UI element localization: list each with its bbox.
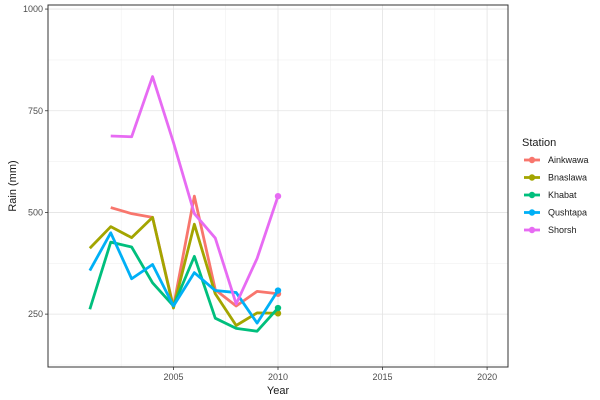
legend-key-dot [528,174,536,181]
series-line-qushtapa [88,231,280,325]
legend-label: Bnaslawa [548,173,587,183]
x-axis: 2005 2010 2015 2020 [163,367,497,382]
x-tick-label: 2015 [373,372,393,382]
series-line-ainkwawa [110,194,279,309]
legend-key-dot [528,191,536,199]
legend-item-qushtapa: Qushtapa [524,208,587,218]
legend-label: Khabat [548,190,577,200]
legend-label: Shorsh [548,225,577,235]
legend-item-ainkwawa: Ainkwawa [524,155,589,165]
y-tick-label: 1000 [23,4,43,14]
y-axis-title: Rain (mm) [7,160,19,211]
y-axis: 250 500 750 1000 [23,4,48,319]
series-endpoint-qushtapa [274,287,282,294]
x-tick-label: 2020 [477,372,497,382]
legend-key-dot [528,156,536,164]
series-line-khabat [88,240,280,333]
legend-label: Ainkwawa [548,155,589,165]
series-endpoint-khabat [274,304,282,312]
y-tick-label: 250 [28,309,43,319]
x-tick-label: 2005 [163,372,183,382]
legend-key-dot [528,209,536,216]
legend-key-dot [528,226,536,234]
y-tick-label: 750 [28,106,43,116]
x-axis-title: Year [267,385,290,397]
legend-title: Station [522,137,556,149]
series-endpoint-shorsh [274,192,282,200]
x-tick-label: 2010 [268,372,288,382]
series-line-bnaslawa [88,215,279,327]
series-qushtapa [88,231,282,325]
series-khabat [88,240,282,333]
legend-item-shorsh: Shorsh [524,225,577,235]
legend: Station Ainkwawa Bnaslawa Khabat Qushtapa Sh… [522,137,589,235]
series-shorsh [110,75,282,306]
legend-item-khabat: Khabat [524,190,577,200]
series-line-shorsh [110,75,280,306]
y-tick-label: 500 [28,207,43,217]
legend-item-bnaslawa: Bnaslawa [524,173,587,183]
series-layer [88,75,282,333]
legend-label: Qushtapa [548,208,587,218]
